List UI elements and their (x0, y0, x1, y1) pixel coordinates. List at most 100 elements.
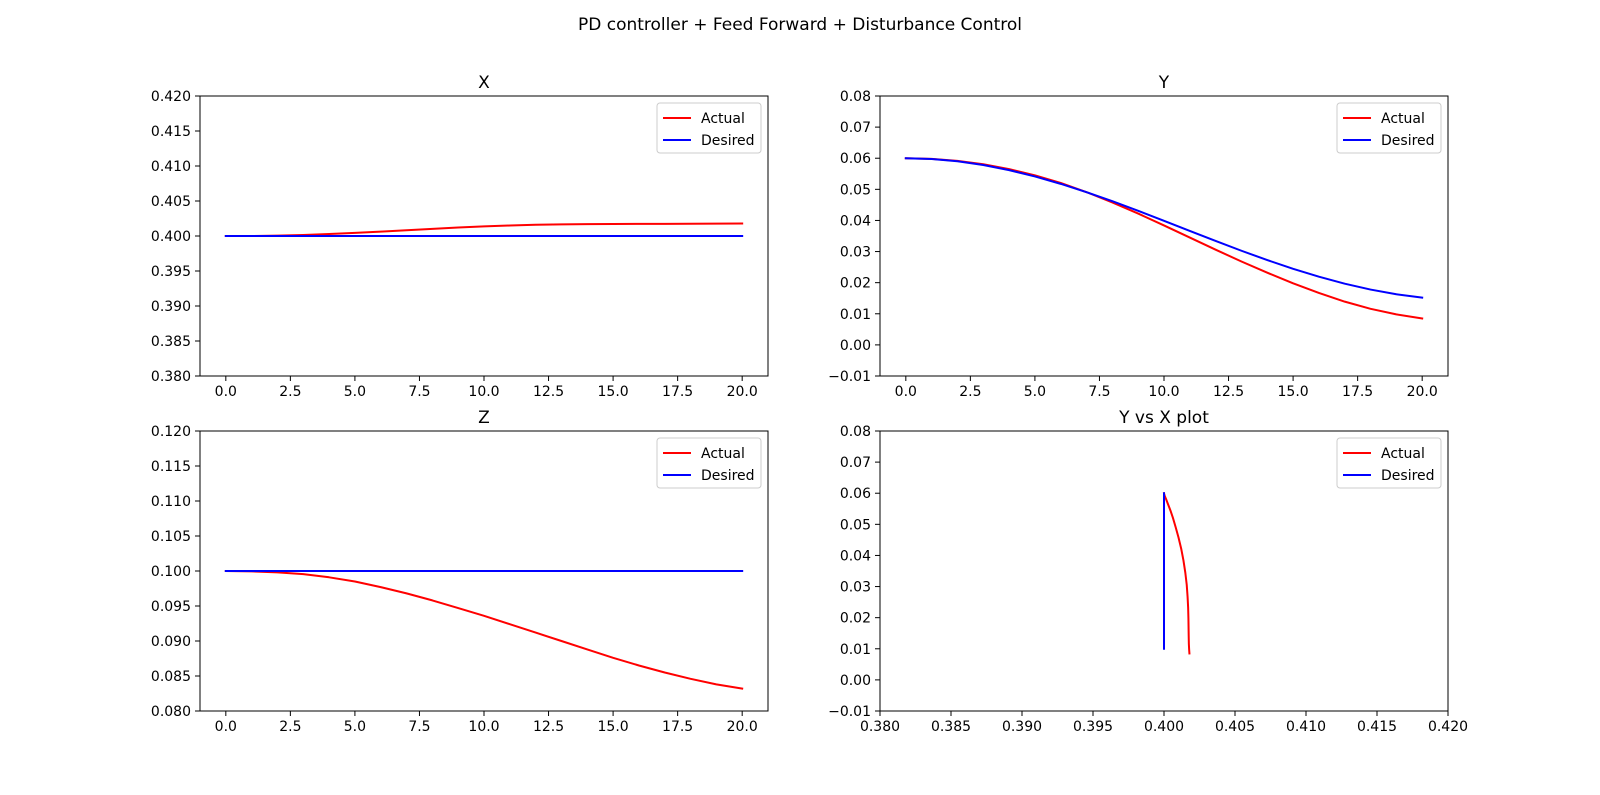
x-tick-label: 5.0 (1024, 384, 1046, 400)
y-tick-label: 0.090 (151, 634, 191, 650)
figure-title: PD controller + Feed Forward + Disturban… (578, 15, 1022, 35)
legend-label-actual: Actual (1381, 111, 1425, 127)
series-line-actual (224, 222, 744, 237)
legend-label-desired: Desired (1381, 468, 1435, 484)
x-tick-label: 0.395 (1073, 719, 1113, 735)
subplot-3: Z 0.0 2.5 5.0 7.5 10.0 12.5 15.0 17.5 20.0 0.080 0.… (151, 408, 769, 735)
legend: Actual Desired (1336, 102, 1442, 154)
legend: Actual Desired (656, 102, 762, 154)
x-tick-label: 12.5 (1213, 384, 1244, 400)
x-tick-label: 2.5 (959, 384, 981, 400)
y-tick-label: 0.00 (840, 673, 871, 689)
y-tick-label: 0.06 (840, 486, 871, 502)
legend: Actual Desired (1336, 437, 1442, 489)
series-line-desired (904, 157, 1424, 299)
x-tick-label: 5.0 (344, 384, 366, 400)
y-tick-label: 0.405 (151, 194, 191, 210)
y-tick-label: 0.05 (840, 517, 871, 533)
x-tick-label: 5.0 (344, 719, 366, 735)
subplot-4: Y vs X plot 0.380 0.385 0.390 0.395 0.400 0.40… (828, 408, 1468, 735)
x-tick-label: 12.5 (533, 384, 564, 400)
y-tick-label: 0.400 (151, 229, 191, 245)
y-tick-label: 0.02 (840, 276, 871, 292)
x-tick-label: 15.0 (598, 384, 629, 400)
y-tick-label: −0.01 (828, 369, 871, 385)
series-line-actual (1162, 491, 1191, 655)
x-tick-label: 0.415 (1357, 719, 1397, 735)
x-tick-label: 0.0 (215, 719, 237, 735)
legend-label-desired: Desired (701, 468, 755, 484)
y-tick-label: 0.415 (151, 124, 191, 140)
x-tick-label: 0.400 (1144, 719, 1184, 735)
legend-label-desired: Desired (1381, 133, 1435, 149)
legend-label-desired: Desired (701, 133, 755, 149)
x-tick-label: 0.0 (215, 384, 237, 400)
x-tick-label: 0.390 (1002, 719, 1042, 735)
y-tick-label: 0.410 (151, 159, 191, 175)
y-tick-label: 0.01 (840, 642, 871, 658)
y-tick-label: 0.05 (840, 182, 871, 198)
x-tick-label: 0.380 (860, 719, 900, 735)
x-tick-label: 0.385 (931, 719, 971, 735)
y-tick-label: 0.080 (151, 704, 191, 720)
y-tick-label: 0.095 (151, 599, 191, 615)
y-tick-label: 0.115 (151, 459, 191, 475)
y-tick-label: 0.04 (840, 213, 871, 229)
x-tick-label: 0.420 (1428, 719, 1468, 735)
y-tick-label: 0.07 (840, 455, 871, 471)
x-tick-label: 10.0 (1148, 384, 1179, 400)
y-tick-label: 0.01 (840, 307, 871, 323)
y-tick-label: 0.395 (151, 264, 191, 280)
subplot-title: Z (478, 408, 490, 428)
y-tick-label: 0.420 (151, 89, 191, 105)
x-tick-label: 17.5 (1342, 384, 1373, 400)
y-tick-label: 0.04 (840, 548, 871, 564)
legend-label-actual: Actual (701, 446, 745, 462)
subplot-1: X 0.0 2.5 5.0 7.5 10.0 12.5 15.0 17.5 20.0 0.380 0.… (151, 73, 769, 400)
x-tick-label: 0.410 (1286, 719, 1326, 735)
x-tick-label: 0.0 (895, 384, 917, 400)
y-tick-label: 0.07 (840, 120, 871, 136)
y-tick-label: −0.01 (828, 704, 871, 720)
subplot-title: X (478, 73, 490, 93)
y-tick-label: 0.385 (151, 334, 191, 350)
legend-label-actual: Actual (701, 111, 745, 127)
x-tick-label: 7.5 (408, 719, 430, 735)
y-tick-label: 0.00 (840, 338, 871, 354)
x-tick-label: 0.405 (1215, 719, 1255, 735)
y-tick-label: 0.120 (151, 424, 191, 440)
x-tick-label: 12.5 (533, 719, 564, 735)
subplot-title: Y vs X plot (1118, 408, 1209, 428)
y-tick-label: 0.380 (151, 369, 191, 385)
x-tick-label: 7.5 (408, 384, 430, 400)
y-tick-label: 0.08 (840, 89, 871, 105)
x-tick-label: 17.5 (662, 384, 693, 400)
subplot-title: Y (1158, 73, 1170, 93)
y-tick-label: 0.03 (840, 245, 871, 261)
x-tick-label: 20.0 (727, 384, 758, 400)
series-line-actual (904, 157, 1424, 320)
y-tick-label: 0.085 (151, 669, 191, 685)
y-tick-label: 0.02 (840, 611, 871, 627)
subplot-2: Y 0.0 2.5 5.0 7.5 10.0 12.5 15.0 17.5 20.0 −0.01 0.… (828, 73, 1449, 400)
y-tick-label: 0.105 (151, 529, 191, 545)
x-tick-label: 15.0 (598, 719, 629, 735)
series-line-actual (224, 569, 744, 690)
y-tick-label: 0.03 (840, 580, 871, 596)
y-tick-label: 0.390 (151, 299, 191, 315)
x-tick-label: 2.5 (279, 384, 301, 400)
x-tick-label: 10.0 (468, 384, 499, 400)
legend: Actual Desired (656, 437, 762, 489)
y-tick-label: 0.100 (151, 564, 191, 580)
legend-label-actual: Actual (1381, 446, 1425, 462)
x-tick-label: 10.0 (468, 719, 499, 735)
x-tick-label: 2.5 (279, 719, 301, 735)
x-tick-label: 20.0 (1407, 384, 1438, 400)
y-tick-label: 0.110 (151, 494, 191, 510)
x-tick-label: 17.5 (662, 719, 693, 735)
y-tick-label: 0.06 (840, 151, 871, 167)
y-tick-label: 0.08 (840, 424, 871, 440)
x-tick-label: 20.0 (727, 719, 758, 735)
x-tick-label: 7.5 (1088, 384, 1110, 400)
